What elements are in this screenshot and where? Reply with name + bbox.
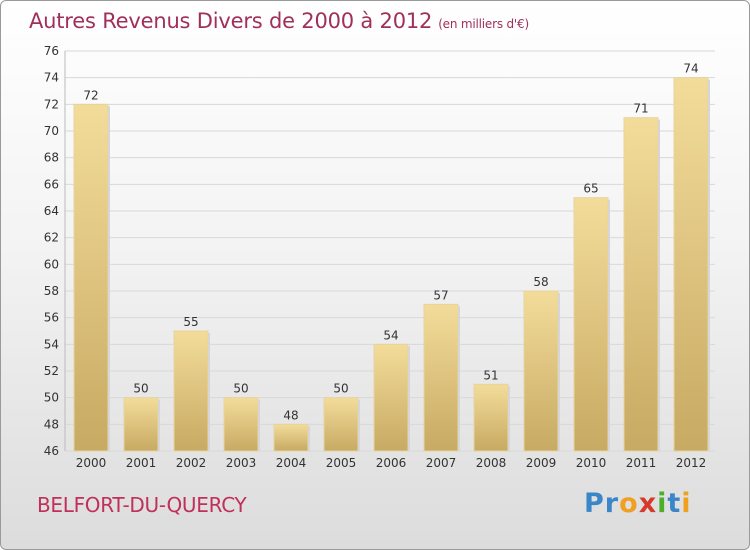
y-axis-tick-labels: 46 48 50 52 54 56 58 60 62 64 66 68 70 72 74 76 xyxy=(44,44,59,458)
y-tick-label: 66 xyxy=(44,177,59,191)
bar-shadow xyxy=(408,346,410,451)
bar xyxy=(623,117,659,452)
logo-letter: P xyxy=(584,488,605,519)
data-label: 54 xyxy=(383,328,398,342)
bars xyxy=(73,77,710,452)
data-labels: 72 50 55 50 48 50 54 57 51 58 65 71 74 xyxy=(83,62,698,423)
y-tick-label: 56 xyxy=(44,311,59,325)
data-label: 50 xyxy=(133,382,148,396)
data-label: 58 xyxy=(533,275,548,289)
bar-shadow xyxy=(108,106,110,451)
x-tick-label: 2010 xyxy=(576,456,607,470)
y-tick-label: 48 xyxy=(44,417,59,431)
y-tick-label: 50 xyxy=(44,391,59,405)
bar-shadow xyxy=(708,79,710,452)
bar xyxy=(73,103,109,452)
data-label: 55 xyxy=(183,315,198,329)
data-label: 65 xyxy=(583,182,598,196)
data-label: 48 xyxy=(283,408,298,422)
bar-shadow xyxy=(208,333,210,451)
x-tick-label: 2008 xyxy=(476,456,507,470)
bar-shadow xyxy=(558,293,560,451)
chart-title-main: Autres Revenus Divers de 2000 à 2012 xyxy=(29,9,433,33)
bar xyxy=(573,197,609,452)
bar-shadow xyxy=(608,199,610,451)
logo-letter: i xyxy=(657,488,668,519)
bar-shadow xyxy=(508,386,510,451)
y-tick-label: 72 xyxy=(44,97,59,111)
x-tick-label: 2000 xyxy=(76,456,107,470)
data-label: 57 xyxy=(433,288,448,302)
logo-letter: t xyxy=(667,488,682,519)
y-tick-label: 70 xyxy=(44,124,59,138)
x-tick-label: 2012 xyxy=(676,456,707,470)
logo-letter: r xyxy=(604,488,620,519)
x-tick-label: 2011 xyxy=(626,456,657,470)
y-tick-label: 74 xyxy=(44,71,59,85)
proxiti-logo: Proxiti xyxy=(584,488,692,519)
y-tick-label: 46 xyxy=(44,444,59,458)
bar-shadow xyxy=(258,399,260,451)
data-label: 71 xyxy=(633,102,648,116)
y-tick-label: 76 xyxy=(44,44,59,58)
bar xyxy=(223,397,259,452)
logo-letter: i xyxy=(681,488,692,519)
y-tick-label: 62 xyxy=(44,231,59,245)
x-tick-label: 2006 xyxy=(376,456,407,470)
logo-letter: o xyxy=(619,488,639,519)
y-tick-label: 52 xyxy=(44,364,59,378)
location-name: BELFORT-DU-QUERCY xyxy=(37,493,247,517)
bar-shadow xyxy=(308,426,310,451)
data-label: 51 xyxy=(483,368,498,382)
x-tick-label: 2001 xyxy=(126,456,157,470)
y-tick-label: 64 xyxy=(44,204,59,218)
x-tick-label: 2005 xyxy=(326,456,357,470)
bar xyxy=(323,397,359,452)
y-tick-label: 54 xyxy=(44,337,59,351)
y-tick-label: 68 xyxy=(44,151,59,165)
bar xyxy=(273,423,309,452)
chart-title-unit: (en milliers d'€) xyxy=(438,17,529,31)
bar xyxy=(523,290,559,452)
bar xyxy=(173,330,209,452)
bar xyxy=(673,77,709,452)
chart-title: Autres Revenus Divers de 2000 à 2012 (en … xyxy=(29,9,529,33)
data-label: 72 xyxy=(83,88,98,102)
bar xyxy=(373,343,409,452)
bar-shadow xyxy=(458,306,460,451)
y-tick-label: 58 xyxy=(44,284,59,298)
data-label: 74 xyxy=(683,62,698,76)
x-tick-label: 2002 xyxy=(176,456,207,470)
x-tick-label: 2007 xyxy=(426,456,457,470)
x-tick-label: 2004 xyxy=(276,456,307,470)
data-label: 50 xyxy=(333,382,348,396)
bar xyxy=(123,397,159,452)
bar-shadow xyxy=(358,399,360,451)
bar-shadow xyxy=(658,119,660,452)
data-label: 50 xyxy=(233,382,248,396)
y-tick-label: 60 xyxy=(44,257,59,271)
x-axis-tick-labels: 2000 2001 2002 2003 2004 2005 2006 2007 2008 2009… xyxy=(76,456,707,470)
bar-shadow xyxy=(158,399,160,451)
logo-letter: x xyxy=(638,488,658,519)
bar xyxy=(423,303,459,452)
bar xyxy=(473,383,509,452)
x-tick-label: 2003 xyxy=(226,456,257,470)
x-tick-label: 2009 xyxy=(526,456,557,470)
